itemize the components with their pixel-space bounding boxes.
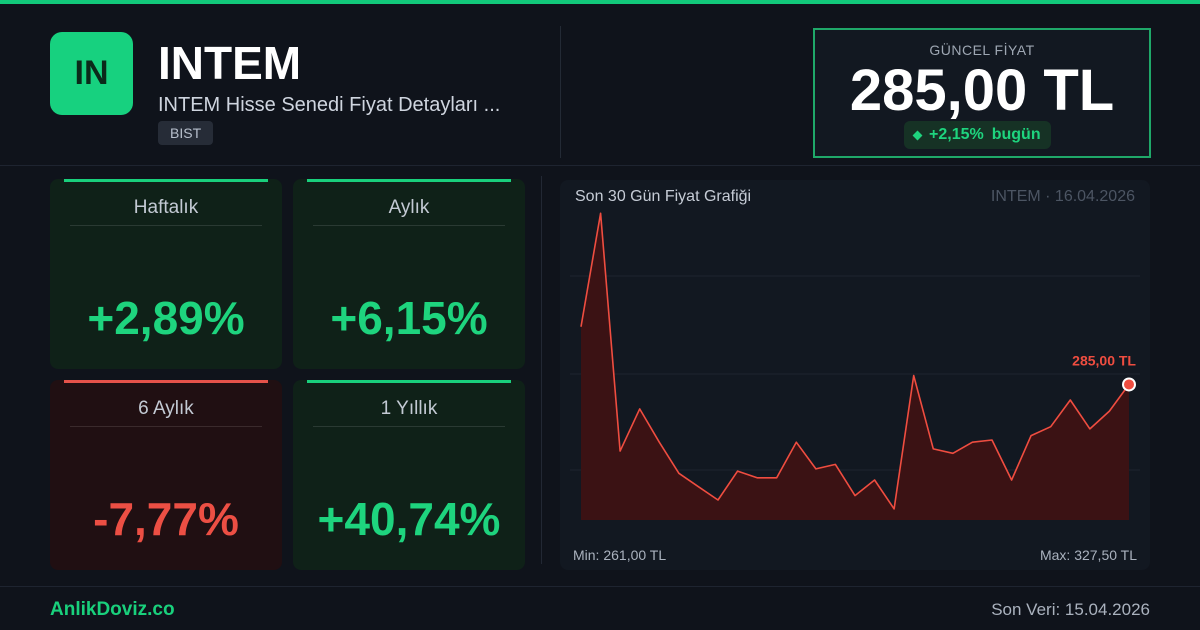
price-chart: 285,00 TL (570, 212, 1140, 521)
last-data-date: Son Veri: 15.04.2026 (991, 600, 1150, 619)
card-label: 6 Aylık (138, 398, 194, 419)
performance-card-weekly: Haftalık +2,89% (50, 179, 282, 369)
price-line (580, 212, 1130, 510)
chart-meta: INTEM · 16.04.2026 (990, 188, 1135, 205)
price-caption: GÜNCEL FİYAT (929, 42, 1035, 58)
card-accent (307, 179, 511, 182)
price-chart-panel: 285,00 TL Son 30 Gün Fiyat Grafiği INTEM… (560, 180, 1150, 570)
chart-min-label: Min: 261,00 TL (573, 547, 667, 563)
price-area-fill (581, 213, 1129, 521)
daily-change-badge: +2,15% bugün (904, 121, 1051, 149)
exchange-label: BIST (170, 125, 202, 141)
top-accent-bar (0, 0, 1200, 4)
chart-title: Son 30 Gün Fiyat Grafiği (575, 188, 752, 205)
stock-logo: IN (50, 32, 133, 115)
card-divider (313, 426, 505, 427)
card-value: +6,15% (330, 292, 488, 344)
daily-change-suffix: bugün (991, 126, 1041, 143)
diamond-up-icon (912, 130, 923, 140)
last-price-label: 285,00 TL (1072, 352, 1136, 368)
logo-text: IN (74, 54, 109, 92)
page-subtitle: INTEM Hisse Senedi Fiyat Detayları ... (158, 94, 501, 116)
card-divider (313, 225, 505, 226)
card-divider (70, 225, 262, 226)
section-divider (541, 176, 542, 564)
brand-link[interactable]: AnlikDoviz.co (50, 599, 175, 620)
card-value: -7,77% (93, 493, 239, 545)
performance-card-monthly: Aylık +6,15% (293, 179, 525, 369)
performance-card-yearly: 1 Yıllık +40,74% (293, 380, 525, 570)
card-label: Haftalık (133, 197, 199, 218)
card-divider (70, 426, 262, 427)
exchange-badge: BIST (158, 121, 214, 145)
card-accent (64, 380, 268, 383)
footer: AnlikDoviz.co Son Veri: 15.04.2026 (0, 586, 1200, 630)
price-value: 285,00 TL (849, 58, 1115, 123)
card-accent (307, 380, 511, 383)
page-title: INTEM (158, 37, 302, 89)
header-divider (560, 26, 561, 158)
card-label: Aylık (388, 197, 430, 218)
header: IN INTEM INTEM Hisse Senedi Fiyat Detayl… (0, 4, 1200, 166)
card-value: +40,74% (317, 493, 501, 545)
card-label: 1 Yıllık (380, 398, 438, 419)
card-value: +2,89% (87, 292, 245, 344)
daily-change-value: +2,15% (929, 126, 984, 143)
current-price-box: GÜNCEL FİYAT 285,00 TL +2,15% bugün (813, 28, 1151, 158)
chart-max-label: Max: 327,50 TL (1039, 547, 1137, 563)
performance-card-6-month: 6 Aylık -7,77% (50, 380, 282, 570)
last-price-marker (1122, 377, 1136, 392)
card-accent (64, 179, 268, 182)
